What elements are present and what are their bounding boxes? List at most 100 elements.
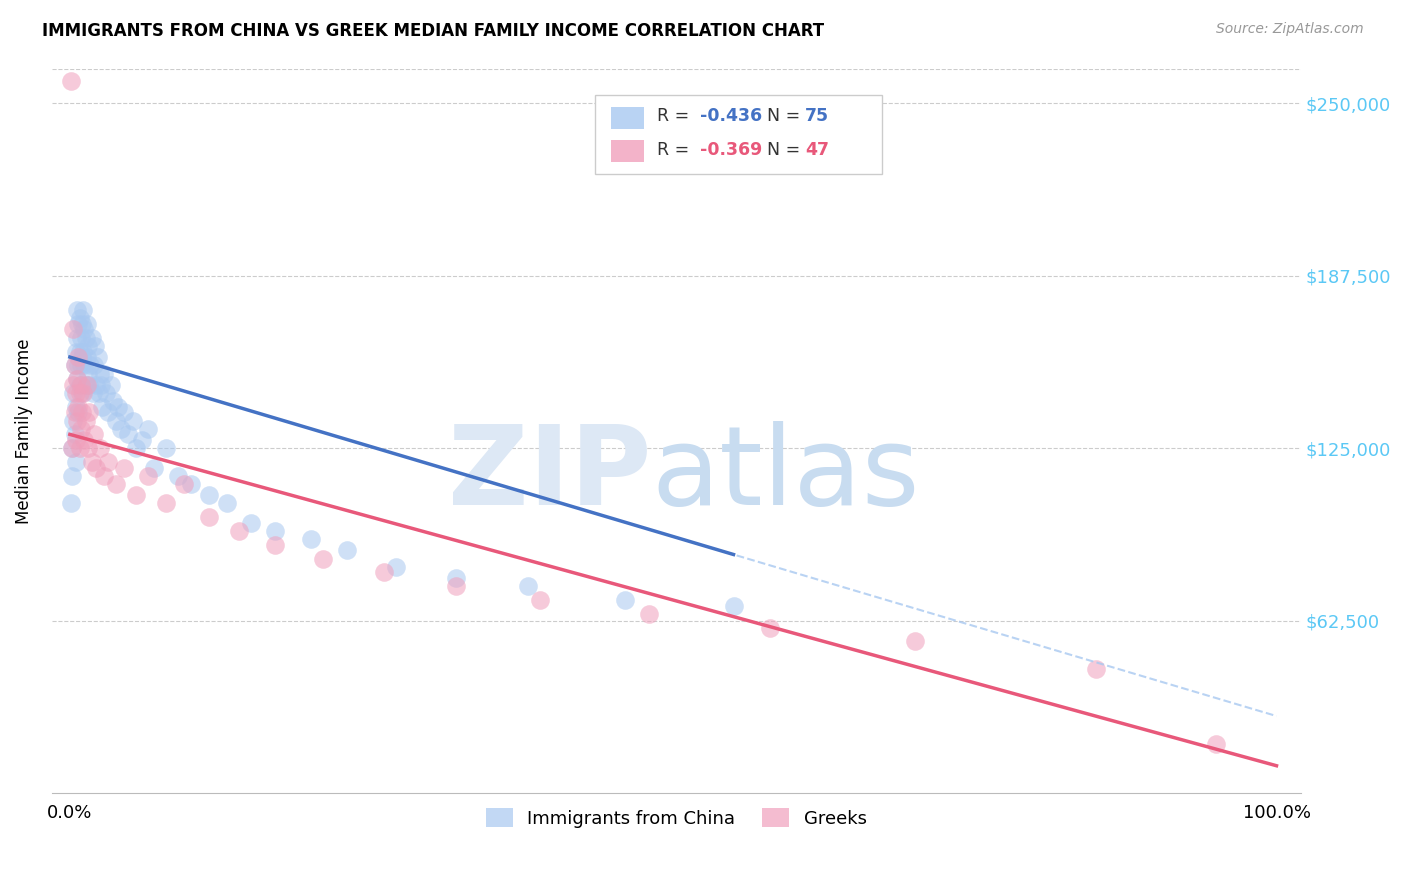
Point <box>69 377 91 392</box>
Point <box>66 372 89 386</box>
Point <box>80 331 103 345</box>
Point <box>373 566 395 580</box>
Point <box>444 571 467 585</box>
Point <box>63 427 86 442</box>
Point <box>136 422 159 436</box>
Point <box>299 533 322 547</box>
Point <box>77 339 100 353</box>
Point <box>60 496 83 510</box>
Point <box>76 317 98 331</box>
Text: Source: ZipAtlas.com: Source: ZipAtlas.com <box>1216 22 1364 37</box>
Point <box>79 359 101 373</box>
Text: atlas: atlas <box>651 421 920 528</box>
Point <box>67 400 90 414</box>
Point <box>73 322 96 336</box>
Point <box>110 422 132 436</box>
Point <box>239 516 262 530</box>
Point <box>143 460 166 475</box>
Point <box>86 460 108 475</box>
Point <box>69 377 91 392</box>
Point <box>60 74 83 88</box>
Point <box>70 386 93 401</box>
Point <box>76 350 98 364</box>
Point <box>723 599 745 613</box>
FancyBboxPatch shape <box>612 107 644 128</box>
Point <box>197 510 219 524</box>
Point <box>80 455 103 469</box>
Point <box>60 441 83 455</box>
Point <box>97 455 120 469</box>
Point <box>70 317 93 331</box>
Point <box>63 359 86 373</box>
Point <box>65 344 87 359</box>
Point <box>155 496 177 510</box>
Point <box>173 477 195 491</box>
Point <box>312 551 335 566</box>
Point <box>83 359 105 373</box>
Point <box>444 579 467 593</box>
Point <box>60 468 83 483</box>
Point <box>107 400 129 414</box>
Point <box>75 331 97 345</box>
Text: N =: N = <box>768 107 806 126</box>
Point <box>62 414 84 428</box>
FancyBboxPatch shape <box>595 95 882 174</box>
Point <box>90 377 112 392</box>
Point <box>73 359 96 373</box>
Text: -0.369: -0.369 <box>700 141 762 159</box>
Point <box>69 344 91 359</box>
Point <box>77 405 100 419</box>
Text: N =: N = <box>768 141 806 159</box>
Point <box>89 441 111 455</box>
Point <box>93 367 115 381</box>
Point <box>72 344 94 359</box>
Text: ZIP: ZIP <box>449 421 651 528</box>
Point <box>180 477 202 491</box>
Point <box>100 377 122 392</box>
Point <box>63 359 86 373</box>
Point <box>82 386 104 401</box>
Point <box>62 386 84 401</box>
Point <box>125 441 148 455</box>
Text: 47: 47 <box>804 141 828 159</box>
Point <box>112 405 135 419</box>
Point <box>75 414 97 428</box>
Point <box>65 386 87 401</box>
Point <box>86 377 108 392</box>
Text: -0.436: -0.436 <box>700 107 762 126</box>
Point <box>104 414 127 428</box>
Point <box>70 350 93 364</box>
Point <box>336 543 359 558</box>
Text: IMMIGRANTS FROM CHINA VS GREEK MEDIAN FAMILY INCOME CORRELATION CHART: IMMIGRANTS FROM CHINA VS GREEK MEDIAN FA… <box>42 22 824 40</box>
Point <box>529 593 551 607</box>
Point <box>67 350 90 364</box>
Point <box>121 414 143 428</box>
Point <box>384 560 406 574</box>
Point <box>76 377 98 392</box>
Point <box>66 331 89 345</box>
Point <box>66 372 89 386</box>
Point <box>65 400 87 414</box>
Point <box>1084 662 1107 676</box>
Point <box>67 405 90 419</box>
Point <box>66 303 89 318</box>
Point <box>69 359 91 373</box>
Point <box>72 303 94 318</box>
Point <box>517 579 540 593</box>
Point <box>65 455 87 469</box>
Point <box>117 427 139 442</box>
Point <box>94 386 117 401</box>
Point <box>131 433 153 447</box>
Point <box>87 386 110 401</box>
Point <box>67 317 90 331</box>
Point <box>83 427 105 442</box>
Point <box>77 367 100 381</box>
Point <box>125 488 148 502</box>
Point <box>60 441 83 455</box>
Point <box>903 634 925 648</box>
Point <box>69 311 91 326</box>
Point <box>93 468 115 483</box>
Point <box>215 496 238 510</box>
Point <box>70 405 93 419</box>
Point <box>62 322 84 336</box>
